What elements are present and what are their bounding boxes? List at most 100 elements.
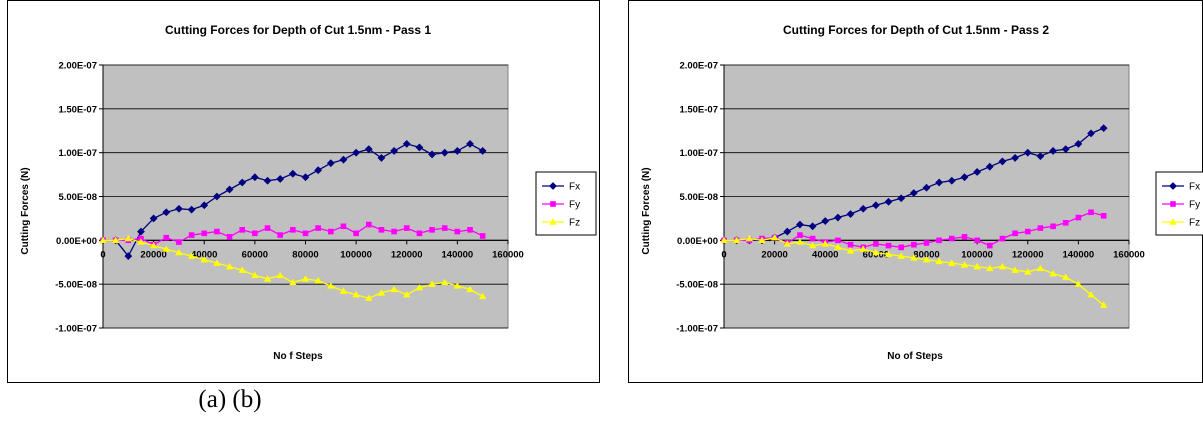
data-point-fx — [821, 217, 830, 225]
data-point-fx — [263, 176, 272, 185]
data-point-fz — [821, 240, 829, 247]
data-point-fz — [922, 255, 931, 263]
data-point-fx — [352, 148, 361, 157]
x-tick-label: 40000 — [191, 249, 217, 260]
data-point-fy — [1024, 228, 1031, 235]
data-point-fy — [1037, 225, 1044, 231]
x-tick-label: 80000 — [292, 249, 318, 260]
legend-marker-fx — [1169, 182, 1177, 190]
data-point-fy — [1012, 230, 1018, 237]
data-point-fy — [239, 227, 246, 233]
data-point-fx — [998, 157, 1007, 166]
data-point-fx — [1074, 139, 1083, 148]
data-point-fz — [162, 245, 170, 252]
data-point-fz — [327, 282, 335, 289]
data-point-fz — [872, 248, 880, 256]
data-point-fy — [264, 225, 271, 231]
y-tick-label: -1.00E-07 — [676, 324, 718, 335]
y-tick-label: 2.00E-07 — [679, 61, 718, 72]
data-point-fx — [1099, 124, 1108, 133]
data-point-fx — [377, 154, 386, 162]
legend-marker-fx — [549, 182, 557, 190]
data-point-fx — [833, 213, 842, 222]
data-point-fy — [365, 221, 372, 228]
data-point-fz — [758, 236, 766, 244]
x-tick-label: 100000 — [961, 249, 993, 260]
data-point-fz — [720, 236, 728, 244]
x-tick-label: 0 — [721, 249, 726, 260]
data-point-fx — [364, 145, 373, 154]
data-point-fz — [352, 290, 360, 298]
data-point-fy — [898, 244, 904, 251]
y-tick-label: 5.00E-08 — [58, 192, 97, 203]
data-point-fy — [328, 228, 334, 235]
x-tick-label: 160000 — [492, 249, 524, 260]
data-point-fy — [454, 228, 461, 235]
data-point-fx — [225, 185, 234, 194]
data-point-fy — [441, 225, 448, 231]
data-point-fy — [986, 242, 993, 249]
y-tick-label: 5.00E-08 — [679, 192, 718, 203]
legend-label-fx: Fx — [569, 182, 580, 193]
data-point-fy — [290, 227, 296, 233]
data-point-fx — [124, 252, 133, 261]
data-point-fz — [1074, 280, 1083, 287]
data-point-fx — [137, 227, 145, 236]
data-point-fy — [378, 227, 385, 233]
x-tick-label: 0 — [100, 249, 105, 260]
data-point-fx — [1087, 129, 1095, 138]
series-fz — [720, 234, 1108, 308]
legend: Fx Fy Fz — [535, 171, 597, 236]
data-point-fy — [340, 223, 347, 230]
data-point-fy — [797, 232, 803, 238]
data-point-fx — [250, 173, 259, 182]
data-point-fx — [415, 143, 424, 152]
x-tick-label: 140000 — [1063, 249, 1095, 260]
chart-a: Cutting Forces for Depth of Cut 1.5nm - … — [7, 0, 600, 383]
data-point-fy — [163, 234, 170, 241]
data-point-fx — [808, 222, 817, 231]
data-point-fz — [910, 254, 918, 261]
data-point-fz — [276, 271, 284, 279]
data-point-fz — [1011, 266, 1019, 273]
legend-marker-fz — [549, 218, 557, 225]
data-point-fz — [314, 276, 322, 284]
y-tick-label: -5.00E-08 — [676, 280, 718, 291]
data-point-fy — [252, 230, 258, 237]
chart-a-svg: Cutting Forces for Depth of Cut 1.5nm - … — [20, 23, 597, 362]
data-point-fz — [1049, 269, 1057, 277]
data-point-fz — [403, 290, 411, 298]
data-point-fz — [225, 262, 234, 270]
data-point-fz — [478, 292, 487, 300]
data-point-fz — [859, 245, 867, 252]
data-point-fx — [428, 150, 436, 159]
data-point-fz — [251, 271, 259, 279]
data-point-fx — [390, 147, 399, 155]
data-point-fx — [1036, 152, 1045, 161]
data-point-fz — [390, 285, 398, 293]
data-point-fz — [377, 289, 386, 296]
data-point-fx — [922, 183, 931, 192]
data-point-fz — [428, 280, 436, 287]
data-point-fy — [201, 230, 208, 237]
x-tick-label: 60000 — [242, 249, 268, 260]
y-tick-label: -1.00E-07 — [55, 324, 97, 335]
data-point-fy — [961, 234, 968, 240]
data-point-fy — [429, 227, 435, 233]
data-point-fz — [973, 262, 981, 270]
data-point-fx — [402, 139, 411, 148]
data-point-fy — [999, 235, 1006, 242]
data-point-fx — [796, 220, 804, 229]
data-point-fx — [985, 162, 994, 171]
data-point-fy — [1088, 209, 1094, 216]
data-point-fz — [986, 264, 994, 272]
data-point-fz — [732, 236, 741, 244]
data-point-fx — [1049, 147, 1057, 155]
data-point-fx — [440, 148, 449, 157]
data-point-fz — [365, 294, 373, 301]
data-point-fz — [301, 275, 310, 282]
data-point-fx — [339, 155, 348, 164]
data-point-fz — [935, 257, 943, 265]
data-point-fz — [175, 248, 183, 256]
data-point-fx — [187, 205, 196, 214]
